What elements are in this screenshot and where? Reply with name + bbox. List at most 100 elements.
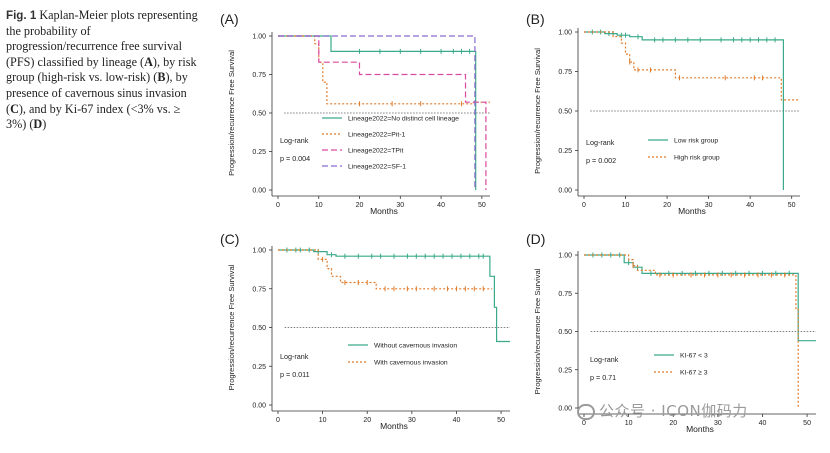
x-tick-label: 20 (363, 417, 371, 424)
x-tick-label: 40 (759, 420, 767, 427)
wechat-icon (577, 403, 595, 420)
x-tick-label: 40 (746, 202, 754, 209)
caption-text: D (33, 117, 43, 132)
x-tick-label: 10 (315, 202, 323, 209)
y-tick-label: 0.00 (558, 188, 572, 195)
x-tick-label: 10 (622, 202, 630, 209)
panel-label: (C) (220, 231, 239, 247)
figure-label: Fig. 1 (6, 9, 37, 22)
caption-text: B (157, 70, 166, 85)
x-tick-label: 40 (437, 202, 445, 209)
caption-text: ), by presence of cavernous sinus invasi… (6, 70, 188, 116)
y-tick-label: 1.00 (252, 34, 266, 41)
p-value-label: p = 0.71 (590, 373, 616, 382)
y-tick-label: 0.25 (252, 364, 266, 371)
y-tick-label: 0.25 (558, 148, 572, 155)
panel-label: (A) (220, 11, 239, 27)
legend-label: Low risk group (674, 138, 718, 145)
x-tick-label: 40 (453, 417, 461, 424)
x-tick-label: 10 (625, 420, 633, 427)
y-tick-label: 0.50 (558, 329, 572, 336)
y-tick-label: 0.75 (252, 72, 266, 79)
x-tick-label: 10 (319, 417, 327, 424)
y-tick-label: 0.50 (252, 111, 266, 118)
p-value-label: p = 0.004 (280, 154, 310, 163)
y-tick-label: 1.00 (558, 30, 572, 37)
survival-curve (278, 35, 477, 190)
x-tick-label: 20 (356, 202, 364, 209)
x-tick-label: 30 (705, 202, 713, 209)
x-tick-label: 0 (276, 417, 280, 424)
x-tick-label: 50 (497, 417, 505, 424)
y-axis-title: Progression/recurrence Free Survival (227, 264, 236, 390)
survival-curve (278, 35, 487, 190)
logrank-label: Log-rank (280, 352, 309, 361)
caption-text: A (144, 54, 153, 69)
x-tick-label: 20 (669, 420, 677, 427)
p-value-label: p = 0.002 (586, 156, 616, 165)
y-tick-label: 0.75 (558, 291, 572, 298)
logrank-label: Log-rank (586, 138, 615, 147)
survival-curve (584, 254, 799, 408)
y-tick-label: 0.00 (252, 403, 266, 410)
y-axis-title: Progression/recurrence Free Survival (533, 268, 542, 394)
y-tick-label: 0.25 (558, 367, 572, 374)
survival-curve (278, 35, 490, 105)
km-panel-d: (D) 0 10 20 30 40 50 0.00 0.25 0.50 0.75 1.00 Months… (524, 228, 824, 448)
x-axis-title: Months (678, 206, 706, 216)
figure-caption: Fig. 1 Kaplan-Meier plots representing t… (6, 8, 202, 133)
x-axis-title: Months (370, 206, 398, 216)
p-value-label: p = 0.011 (280, 370, 310, 379)
caption-text: ) (42, 117, 47, 132)
watermark: 公众号 · ICON伽码力 (577, 400, 748, 421)
y-tick-label: 0.25 (252, 149, 266, 156)
legend-label: High risk group (674, 155, 720, 162)
legend-label: With cavernous invasion (374, 360, 448, 367)
survival-curve (278, 35, 476, 190)
x-tick-label: 50 (478, 202, 486, 209)
legend-label: Lineage2022=TPit (348, 148, 403, 155)
legend-label: Lineage2022=SF-1 (348, 164, 406, 171)
watermark-text: 公众号 · ICON伽码力 (599, 402, 748, 420)
survival-curve (584, 31, 800, 101)
panel-label: (B) (526, 11, 545, 27)
y-tick-label: 0.75 (252, 286, 266, 293)
caption-text: C (10, 101, 19, 116)
legend-label: Lineage2022=No distinct cell lineage (348, 116, 459, 123)
x-tick-label: 50 (803, 420, 811, 427)
y-tick-label: 0.00 (252, 188, 266, 195)
km-panel-b: (B) 0 10 20 30 40 50 0.00 0.25 0.50 0.75 1.00 Months… (524, 8, 824, 228)
y-tick-label: 0.50 (252, 325, 266, 332)
caption-text: ), by risk group (high-risk vs. low-risk… (6, 54, 197, 85)
survival-curve (278, 249, 510, 343)
x-tick-label: 30 (714, 420, 722, 427)
logrank-label: Log-rank (590, 355, 619, 364)
y-tick-label: 1.00 (252, 248, 266, 255)
legend-label: KI-67 < 3 (680, 353, 708, 360)
x-tick-label: 0 (582, 420, 586, 427)
x-tick-label: 0 (582, 202, 586, 209)
legend-label: Lineage2022=Pit-1 (348, 132, 405, 139)
x-tick-label: 50 (788, 202, 796, 209)
survival-curve (584, 254, 816, 342)
km-panel-a: (A) 0 10 20 30 40 50 0.00 0.25 0.50 0.75 1.00 Months… (218, 8, 518, 228)
x-axis-title: Months (686, 424, 714, 434)
logrank-label: Log-rank (280, 136, 309, 145)
x-tick-label: 30 (396, 202, 404, 209)
survival-curve (584, 31, 784, 190)
x-axis-title: Months (380, 421, 408, 431)
y-tick-label: 0.50 (558, 109, 572, 116)
x-tick-label: 20 (663, 202, 671, 209)
caption-text: ), and by Ki-67 index (<3% vs. ≥ 3%) ( (6, 101, 181, 132)
x-tick-label: 30 (408, 417, 416, 424)
caption-text: Kaplan-Meier plots representing the prob… (6, 8, 198, 69)
y-axis-title: Progression/recurrence Free Survival (533, 48, 542, 174)
km-panel-c: (C) 0 10 20 30 40 50 0.00 0.25 0.50 0.75 1.00 Months… (218, 228, 518, 448)
y-axis-title: Progression/recurrence Free Survival (227, 50, 236, 176)
x-tick-label: 0 (276, 202, 280, 209)
legend-label: KI-67 ≥ 3 (680, 370, 708, 377)
panel-label: (D) (526, 231, 545, 247)
legend-label: Without cavernous invasion (374, 343, 457, 350)
y-tick-label: 0.75 (558, 69, 572, 76)
y-tick-label: 1.00 (558, 253, 572, 260)
